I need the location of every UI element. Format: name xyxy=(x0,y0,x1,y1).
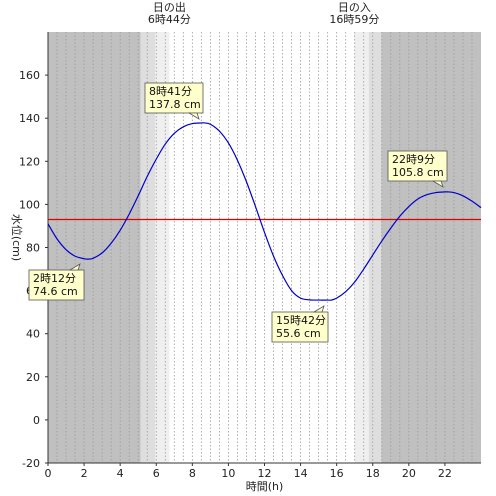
callout-box xyxy=(28,269,85,301)
y-tick-label: 120 xyxy=(19,155,40,168)
callout-time: 22時9分 xyxy=(392,153,435,166)
x-tick-label: 18 xyxy=(366,467,380,480)
callout-time: 8時41分 xyxy=(149,85,192,98)
y-tick-label: -20 xyxy=(22,457,40,470)
y-tick-label: 0 xyxy=(33,414,40,427)
x-tick-label: 4 xyxy=(117,467,124,480)
y-tick-label: 140 xyxy=(19,112,40,125)
y-tick-label: 40 xyxy=(26,328,40,341)
x-tick-label: 22 xyxy=(438,467,452,480)
y-tick-label: 20 xyxy=(26,371,40,384)
x-tick-label: 14 xyxy=(294,467,308,480)
callout-pointer xyxy=(68,263,81,271)
callout-pointer xyxy=(312,305,325,313)
y-tick-label: 80 xyxy=(26,242,40,255)
x-tick-label: 2 xyxy=(81,467,88,480)
x-axis-label: 時間(h) xyxy=(246,480,284,493)
x-tick-label: 8 xyxy=(189,467,196,480)
callout-time: 2時12分 xyxy=(33,272,76,285)
callout-box xyxy=(387,150,448,182)
twilight-band-evening xyxy=(368,32,382,463)
x-tick-label: 20 xyxy=(402,467,416,480)
callout-pointer xyxy=(187,112,200,120)
callout-value: 55.6 cm xyxy=(276,327,321,340)
dusk-band xyxy=(354,32,369,463)
x-tick-label: 10 xyxy=(221,467,235,480)
x-tick-label: 16 xyxy=(330,467,344,480)
callout-box xyxy=(144,82,204,114)
x-tick-label: 0 xyxy=(45,467,52,480)
callout-time: 15時42分 xyxy=(276,314,326,327)
sunset-label: 日の入 xyxy=(338,1,371,14)
sunset-time: 16時59分 xyxy=(329,13,379,26)
sunrise-label: 日の出 xyxy=(153,0,186,14)
y-tick-label: 160 xyxy=(19,69,40,82)
series-layer xyxy=(47,122,482,301)
callout-value: 105.8 cm xyxy=(392,166,444,179)
axes: -200204060801001201401600246810121416182… xyxy=(19,32,481,480)
dawn-band xyxy=(154,32,170,463)
callout-box xyxy=(271,311,329,343)
callout-value: 137.8 cm xyxy=(149,98,201,111)
y-tick-label: 100 xyxy=(19,198,40,211)
x-tick-label: 6 xyxy=(153,467,160,480)
twilight-band-morning xyxy=(140,32,155,463)
callout-value: 74.6 cm xyxy=(33,285,78,298)
night-band-morning xyxy=(48,32,141,463)
callout-pointer xyxy=(431,180,444,188)
day-night-background xyxy=(48,32,481,463)
sunrise-time: 6時44分 xyxy=(148,13,191,26)
night-band-evening xyxy=(381,32,481,463)
y-axis-label: 水位(cm) xyxy=(10,214,24,261)
x-tick-label: 12 xyxy=(258,467,272,480)
tide-level-line xyxy=(47,122,482,301)
